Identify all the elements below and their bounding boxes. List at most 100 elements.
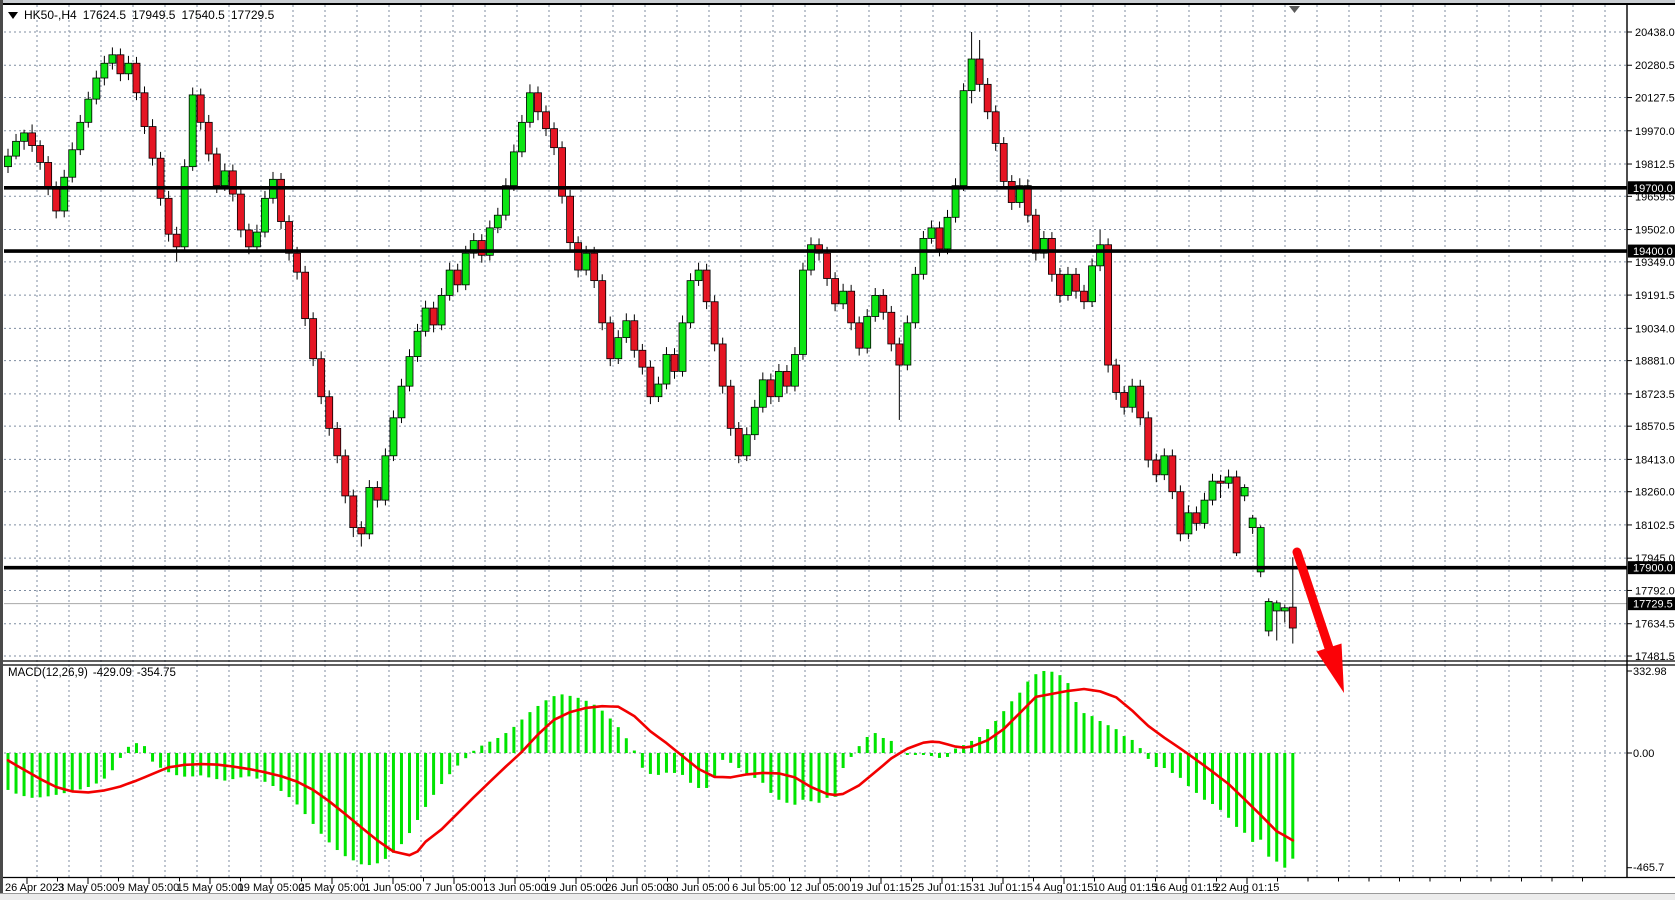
macd-histogram-bar (1122, 736, 1126, 753)
bearish-candle (710, 301, 719, 345)
bearish-candle (325, 396, 334, 429)
macd-signal-line (6, 687, 1295, 857)
bearish-candle (574, 242, 583, 271)
window-top-strip (0, 0, 1675, 3)
macd-histogram-bar (383, 753, 387, 859)
time-tick-label: 9 May 05:00 (119, 882, 180, 894)
macd-histogram-bar (1138, 748, 1142, 753)
time-tick-label: 3 May 05:00 (58, 882, 119, 894)
macd-histogram-bar (303, 753, 307, 815)
chevron-down-icon[interactable] (8, 12, 18, 19)
time-tick-label: 22 Aug 01:15 (1215, 882, 1280, 894)
bearish-candle (783, 370, 791, 387)
macd-histogram-bar (817, 753, 821, 803)
macd-histogram-bar (126, 746, 130, 753)
macd-histogram-bar (689, 753, 693, 783)
macd-histogram-bar (705, 753, 709, 788)
macd-histogram-bar (905, 753, 909, 755)
macd-histogram-bar (78, 753, 82, 790)
time-tick-label: 19 Jul 01:15 (851, 882, 911, 894)
macd-histogram-bar (1283, 753, 1287, 868)
macd-histogram-bar (865, 736, 869, 753)
bearish-candle (317, 358, 326, 398)
macd-histogram-bar (632, 750, 636, 753)
bullish-candle (694, 269, 703, 282)
macd-histogram-bar (954, 748, 958, 753)
macd-histogram-bar (761, 753, 765, 783)
level-price-label-box (1628, 181, 1675, 195)
macd-histogram-bar (1130, 739, 1134, 753)
macd-histogram-bar (962, 745, 966, 753)
macd-axis-label: 0.00 (1633, 748, 1654, 760)
bearish-candle (453, 269, 462, 286)
macd-histogram-bar (1010, 701, 1014, 753)
current-price-label-box (1628, 597, 1675, 611)
macd-histogram-bar (568, 695, 572, 753)
price-chart-plot-area[interactable] (4, 5, 1627, 661)
price-tick-label: 17481.5 (1635, 651, 1675, 663)
macd-histogram-bar (375, 753, 379, 864)
bullish-candle (100, 62, 109, 79)
time-axis-area[interactable] (0, 878, 1675, 893)
bearish-candle (132, 62, 141, 94)
macd-histogram-bar (841, 753, 845, 769)
bearish-candle (349, 495, 358, 528)
macd-histogram-bar (777, 753, 781, 800)
macd-histogram-bar (1050, 671, 1054, 753)
bullish-candle (253, 231, 261, 248)
price-tick-label: 18413.0 (1635, 454, 1675, 466)
macd-plot-area[interactable] (4, 665, 1627, 877)
price-tick-label: 20438.0 (1635, 27, 1675, 39)
bearish-candle (285, 221, 293, 254)
bearish-candle (542, 111, 550, 130)
macd-histogram-bar (656, 753, 660, 775)
bullish-candle (509, 151, 518, 187)
chart-shift-marker-icon[interactable] (1289, 6, 1300, 13)
bullish-candle (622, 320, 631, 339)
bullish-candle (1248, 517, 1257, 528)
macd-histogram-bar (937, 753, 941, 758)
macd-histogram-bar (1026, 681, 1030, 753)
macd-histogram-bar (672, 753, 676, 773)
price-tick-label: 18102.5 (1635, 520, 1675, 532)
price-axis-area[interactable] (1628, 5, 1675, 877)
bullish-candle (967, 58, 976, 92)
macd-histogram-bar (881, 737, 885, 753)
time-tick-label: 19 Jun 05:00 (544, 882, 608, 894)
macd-histogram-bar (367, 753, 371, 866)
macd-histogram-bar (456, 753, 460, 766)
macd-histogram-bar (62, 753, 66, 794)
bullish-candle (381, 455, 390, 501)
annotation-arrow-head[interactable] (1316, 643, 1345, 694)
price-tick-label: 19659.5 (1635, 191, 1675, 203)
macd-histogram-bar (1275, 753, 1279, 862)
macd-histogram-bar (255, 753, 259, 779)
level-price-label-box (1628, 244, 1675, 258)
macd-histogram-bar (1178, 753, 1182, 778)
macd-name: MACD(12,26,9) (8, 667, 88, 679)
bullish-candle (614, 337, 623, 360)
macd-histogram-bar (343, 753, 347, 857)
macd-histogram-bar (624, 738, 628, 753)
time-tick-label: 26 Apr 2023 (5, 882, 64, 894)
macd-histogram-bar (640, 753, 644, 768)
macd-histogram-bar (351, 753, 355, 861)
time-tick-label: 1 Jun 05:00 (364, 882, 422, 894)
bearish-candle (164, 197, 173, 235)
bullish-candle (1096, 244, 1104, 267)
bullish-candle (365, 487, 374, 535)
bullish-candle (413, 330, 422, 358)
bullish-candle (68, 149, 77, 178)
current-price-label: 17729.5 (1633, 599, 1673, 611)
annotation-arrow-shaft[interactable] (1292, 547, 1334, 653)
bullish-candle (951, 185, 960, 218)
macd-histogram-bar (584, 700, 588, 753)
symbol-ohlc-header: HK50-,H4 17624.5 17949.5 17540.5 17729.5 (8, 8, 280, 22)
macd-histogram-bar (408, 753, 411, 834)
bearish-candle (301, 271, 310, 320)
bullish-candle (1128, 385, 1137, 408)
macd-histogram-bar (1106, 725, 1110, 753)
macd-histogram-bar (432, 753, 436, 795)
bullish-candle (389, 417, 398, 457)
